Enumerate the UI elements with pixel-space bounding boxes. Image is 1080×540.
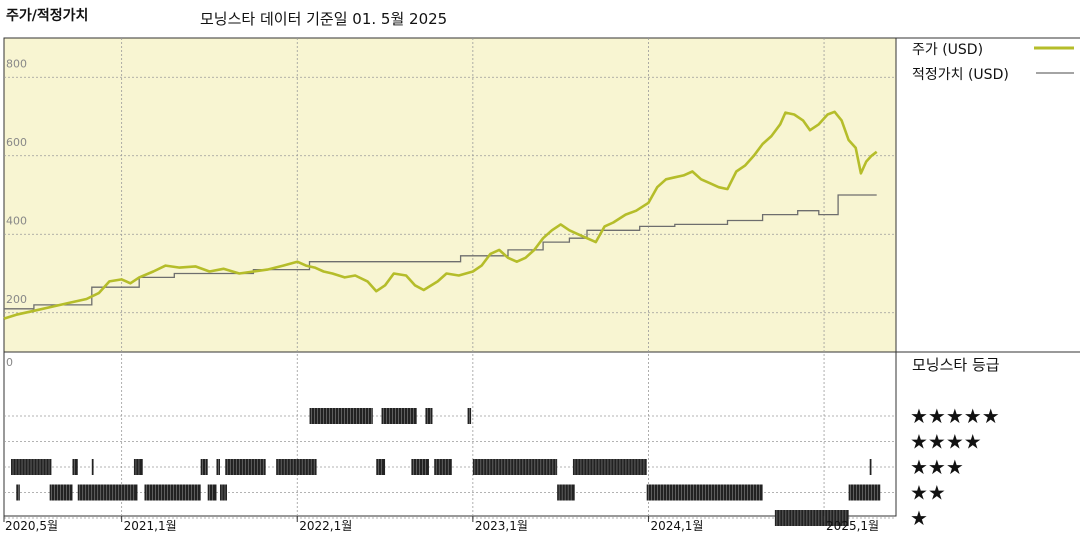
rating-bar-2-star [219,484,228,501]
rating-level-label: ★★★ [910,455,964,479]
rating-level-label: ★★ [910,481,946,505]
x-tick-label: 2023,1월 [475,519,528,533]
legend-fair-value-label: 적정가치 (USD) [912,67,1009,83]
rating-level-label: ★★★★ [910,430,982,454]
y-tick-label: 600 [6,136,27,149]
rating-bar-3-star [200,459,208,475]
rating-bar-3-star [572,459,647,475]
rating-bar-5-star [309,408,373,424]
rating-bar-3-star [869,459,872,475]
x-tick-label: 2022,1월 [299,519,352,533]
price-panel-background [3,37,897,353]
rating-bar-2-star [207,484,217,501]
chart-grid [4,38,896,516]
rating-bars [4,408,896,526]
rating-bar-3-star [434,459,452,475]
legend-price-label: 주가 (USD) [912,42,983,58]
rating-title: 모닝스타 등급 [912,356,1000,374]
rating-level-label: ★★★★★ [910,404,1000,428]
fair-value-series [4,194,877,310]
rating-bar-3-star [133,459,143,475]
x-axis-ticks: 2020,5월 2021,1월 2022,1월 2023,1월 2024,1월 2025,… [3,516,879,533]
x-tick-label: 2024,1월 [650,519,703,533]
rating-bar-3-star [91,459,94,475]
x-tick-label: 2021,1월 [124,519,177,533]
fair-value-line [4,194,877,310]
x-tick-label: 2025,1월 [826,519,879,533]
rating-level-label: ★ [910,506,928,530]
price-line [3,110,878,320]
rating-bar-2-star [49,484,73,501]
rating-bar-2-star [144,484,201,501]
rating-bar-1-star [774,510,849,526]
rating-bar-3-star [376,459,386,475]
y-tick-label: 400 [6,214,27,227]
rating-panel-zero-tick: 0 [6,356,13,369]
rating-bar-2-star [77,484,138,501]
x-tick-label: 2020,5월 [5,519,58,533]
legend: 주가 (USD) 적정가치 (USD) [912,42,1074,83]
y-tick-label: 200 [6,293,27,306]
rating-bar-5-star [381,408,417,424]
y-axis-ticks: 800 600 400 200 [6,57,27,306]
rating-bar-2-star [557,484,575,501]
rating-bar-3-star [72,459,78,475]
chart-subtitle: 모닝스타 데이터 기준일 01. 5월 2025 [200,10,448,28]
rating-bar-5-star [425,408,433,424]
y-tick-label: 800 [6,57,27,70]
rating-bar-3-star [411,459,429,475]
chart-heading: 주가/적정가치 [6,8,89,24]
price-series [3,110,878,320]
rating-bar-2-star [646,484,763,501]
rating-star-labels: ★★★★★★★★★★★★★★★ [910,404,1000,530]
rating-bar-3-star [472,459,558,475]
